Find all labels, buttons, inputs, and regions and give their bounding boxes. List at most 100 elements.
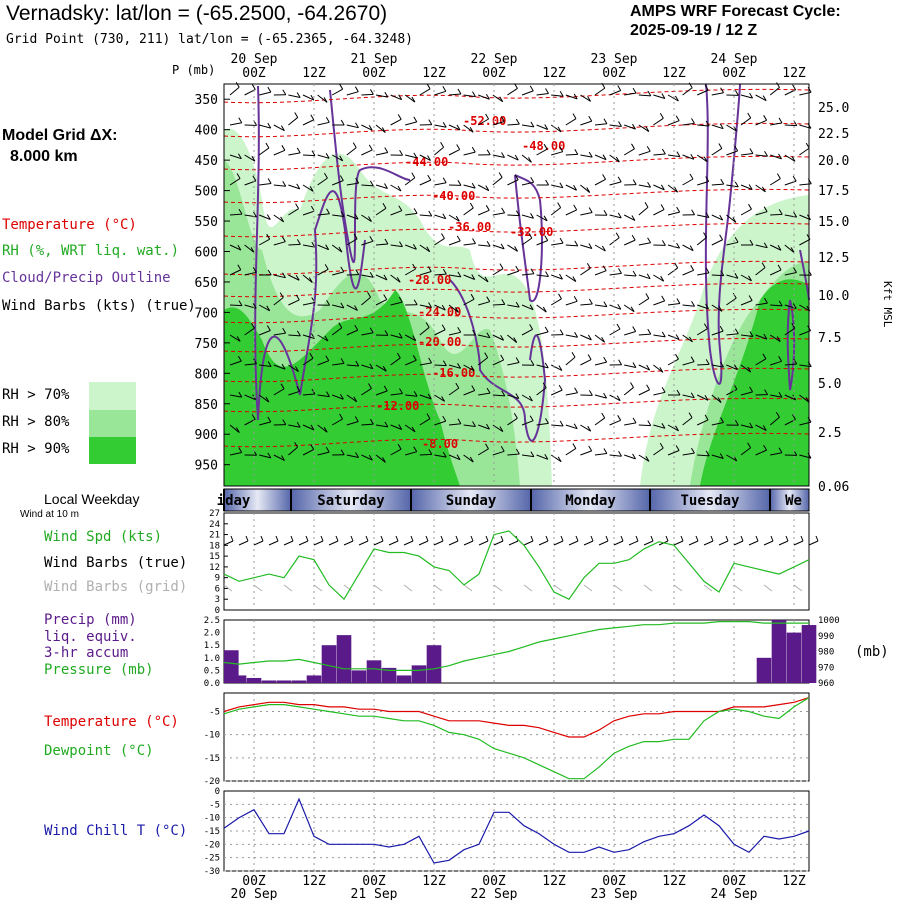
- wind-barb: [682, 122, 695, 126]
- wind-barb-flag: [265, 396, 270, 403]
- legend-temp: Temperature (°C): [44, 714, 179, 730]
- top-time-label: 00Z: [242, 66, 266, 81]
- wind-barb: [434, 364, 447, 367]
- wind-barb: [653, 209, 665, 216]
- wind-barb-true: [298, 540, 309, 546]
- wind-barb-flag: [484, 352, 489, 358]
- wind-barb-flag: [237, 244, 242, 251]
- wind-barb-true: [418, 540, 429, 546]
- wind-barb: [507, 362, 520, 366]
- wind-barb-flag: [456, 454, 461, 460]
- wind-barb-flag: [340, 119, 345, 126]
- wind-barb-flag: [338, 246, 343, 253]
- wind-barb: [419, 304, 432, 308]
- wind-barb: [799, 238, 811, 246]
- wind-barb-flag: [791, 156, 796, 162]
- wind-barb-flag: [340, 302, 345, 309]
- wind-barb: [653, 184, 665, 191]
- precip-bar: [336, 635, 352, 683]
- wind-barb: [653, 94, 666, 99]
- wind-barb-flag: [574, 149, 579, 155]
- wind-barb: [463, 390, 475, 396]
- wind-barb-flag: [279, 292, 284, 298]
- wind-barb-flag: [587, 96, 592, 102]
- wind-barb: [565, 184, 577, 191]
- wind-barb: [346, 329, 358, 336]
- precip-bar: [396, 675, 412, 683]
- wind-barb: [507, 123, 520, 126]
- wind-barb: [419, 418, 431, 426]
- rh-region: [700, 279, 809, 486]
- wind-barb: [477, 184, 490, 192]
- wind-barb: [419, 244, 431, 253]
- wind-barb: [405, 451, 417, 456]
- wind-barb-flag: [238, 117, 243, 123]
- wind-barb-flag: [559, 146, 564, 152]
- wind-barb: [697, 272, 710, 276]
- wind-barb: [755, 267, 766, 276]
- wind-barb: [726, 241, 739, 246]
- wind-barb-true-flag: [455, 535, 459, 542]
- wind-barb: [448, 364, 461, 369]
- wind-barb-flag: [632, 362, 637, 368]
- wind-barb-flag: [457, 271, 462, 278]
- wind-barb-flag: [748, 184, 753, 190]
- wind-barb: [638, 124, 650, 132]
- wind-barb: [346, 147, 357, 156]
- wind-barb: [696, 394, 709, 401]
- temperature-contour: [223, 222, 810, 238]
- wind-barb: [346, 214, 359, 220]
- wind-barb-flag: [486, 240, 491, 247]
- wind-barb: [536, 93, 549, 96]
- wind-barb: [390, 210, 402, 216]
- wind-barb-flag: [457, 88, 462, 95]
- top-time-label: 12Z: [662, 66, 686, 81]
- wind-barb: [302, 393, 315, 396]
- wind-barb-grid: [463, 584, 473, 592]
- wind-barb: [302, 94, 315, 101]
- wind-barb-flag: [267, 361, 272, 367]
- legend-wind-chill: Wind Chill T (°C): [44, 823, 188, 839]
- wind-barb-true: [703, 540, 714, 546]
- wind-barb: [404, 268, 416, 276]
- temp-ytick-label: -5: [209, 708, 220, 718]
- wind-barb-flag: [588, 151, 593, 158]
- wind-barb: [711, 394, 722, 403]
- wind-barb: [492, 177, 503, 186]
- wind-barb-flag: [471, 182, 476, 189]
- cloud-outline: [449, 279, 547, 442]
- wind-barb: [317, 121, 330, 126]
- wind-barb: [726, 297, 737, 306]
- legend-temperature: Temperature (°C): [2, 217, 137, 233]
- wind-barb-flag: [427, 266, 432, 272]
- wind-barb-true-flag: [635, 535, 639, 542]
- wind-barb-flag: [266, 214, 271, 220]
- rh-region: [224, 290, 460, 486]
- wind-barb-flag: [703, 232, 707, 238]
- wind-barb-true-flag: [305, 535, 309, 542]
- wind-barb-flag: [427, 174, 432, 181]
- wind-barb: [682, 269, 694, 276]
- wind-barb-flag: [529, 415, 534, 421]
- wind-barb-flag: [559, 420, 564, 427]
- wind-barb-true: [328, 540, 339, 546]
- wind-barb: [565, 274, 577, 282]
- wind-barb: [551, 274, 563, 280]
- wind-barb-flag: [762, 353, 767, 360]
- wind-barb: [317, 268, 329, 276]
- wind-barb-flag: [704, 84, 709, 91]
- wind-barb-flag: [661, 93, 666, 99]
- wind-barb: [624, 92, 637, 96]
- top-date-label: 21 Sep: [351, 52, 398, 67]
- precip-bar: [291, 680, 307, 683]
- wind-barb: [770, 394, 783, 398]
- wind-barb: [682, 178, 694, 186]
- precip-bar: [261, 680, 277, 683]
- wind-barb: [609, 154, 620, 163]
- wind-barb: [346, 421, 359, 426]
- chill-ytick-label: -5: [209, 800, 220, 810]
- wind-barb: [667, 424, 679, 432]
- wind-barb-flag: [529, 324, 534, 330]
- wind-barb: [317, 334, 329, 342]
- wind-barb-true: [238, 540, 249, 546]
